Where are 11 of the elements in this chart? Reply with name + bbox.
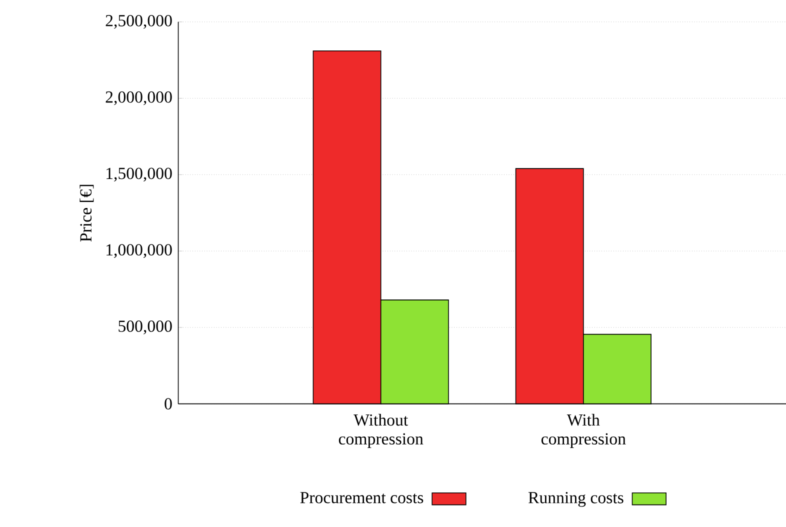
y-tick-label: 2,000,000 xyxy=(106,91,172,106)
y-tick-label: 0 xyxy=(164,398,172,410)
legend-label: Procurement costs xyxy=(300,492,424,504)
y-tick-label: 2,500,000 xyxy=(106,14,172,29)
legend-label: Running costs xyxy=(528,492,624,507)
y-tick-label: 1,000,000 xyxy=(106,244,172,258)
y-axis-title: Price [€] xyxy=(80,184,94,242)
x-tick-label: Without compression xyxy=(338,414,424,448)
y-tick-label: 1,500,000 xyxy=(106,168,172,182)
y-tick-label: 500,000 xyxy=(118,320,172,334)
x-tick-label: With compression xyxy=(541,414,626,448)
